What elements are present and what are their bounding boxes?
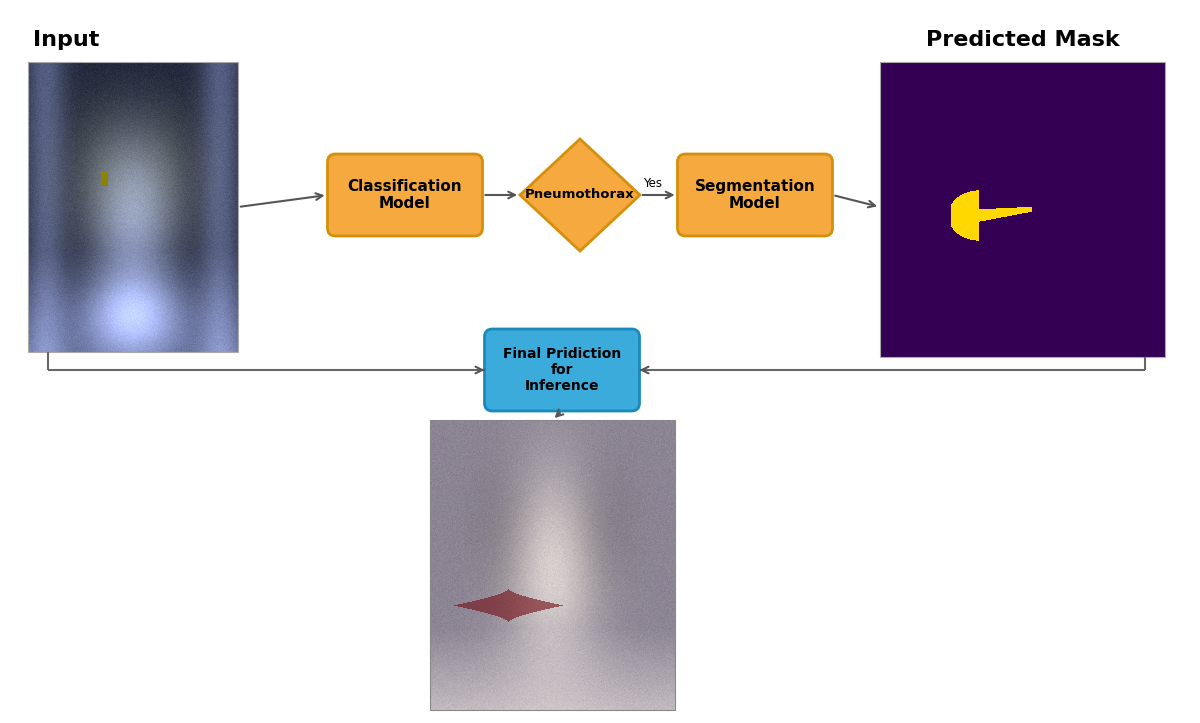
FancyBboxPatch shape [328, 154, 482, 236]
Text: Predicted Mask: Predicted Mask [925, 30, 1120, 50]
Text: Yes: Yes [643, 177, 662, 190]
Bar [28, 62, 238, 352]
Polygon shape [520, 139, 640, 251]
Text: Pneumothorax: Pneumothorax [526, 189, 635, 202]
Text: Classification
Model: Classification Model [348, 179, 462, 211]
Bar [880, 62, 1165, 357]
Text: Segmentation
Model: Segmentation Model [695, 179, 815, 211]
FancyBboxPatch shape [485, 329, 640, 411]
Bar [430, 420, 674, 710]
Text: Final Pridiction
for
Inference: Final Pridiction for Inference [503, 347, 622, 393]
FancyBboxPatch shape [678, 154, 833, 236]
Text: Input: Input [34, 30, 100, 50]
